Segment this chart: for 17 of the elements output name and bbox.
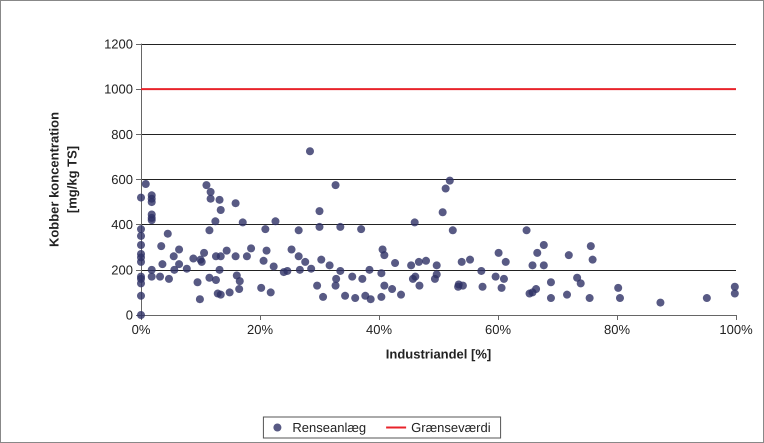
x-tick-label: 20% bbox=[246, 322, 274, 337]
legend-label: Renseanlæg bbox=[292, 420, 366, 435]
y-tick-label: 200 bbox=[111, 262, 133, 278]
x-axis-title: Industriandel [%] bbox=[386, 346, 492, 362]
y-tick-label: 0 bbox=[126, 308, 133, 322]
x-tick-label: 40% bbox=[366, 322, 392, 337]
x-tick-label: 80% bbox=[604, 322, 630, 337]
y-tick-label: 1200 bbox=[104, 36, 133, 52]
y-tick-label: 600 bbox=[111, 172, 133, 187]
y-tick-label: 400 bbox=[111, 217, 133, 232]
x-tick-label: 100% bbox=[719, 322, 754, 337]
y-axis-title: Kobber koncentration [mg/kg TS] bbox=[46, 112, 80, 248]
x-tick-label: 0% bbox=[132, 322, 151, 337]
legend-label: Grænseværdi bbox=[411, 420, 491, 435]
y-tick-label: 800 bbox=[111, 126, 133, 142]
x-tick-label: 60% bbox=[484, 322, 512, 337]
y-tick-label: 1000 bbox=[104, 82, 133, 97]
